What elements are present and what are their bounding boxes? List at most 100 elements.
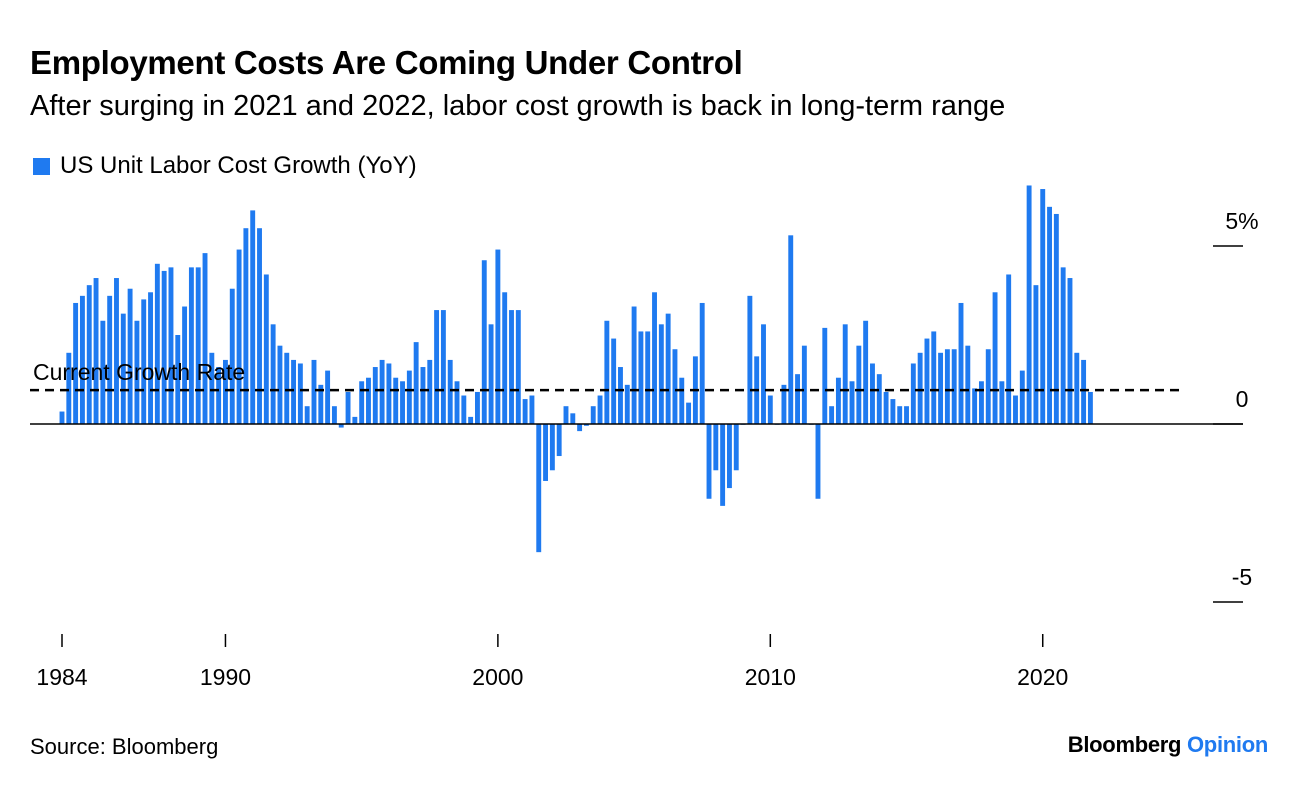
bar: [141, 299, 147, 424]
bar: [767, 395, 773, 424]
bar: [86, 285, 92, 424]
legend-swatch: [33, 157, 50, 175]
bar: [352, 416, 358, 424]
x-tick-label: 2000: [472, 664, 523, 690]
bar: [379, 359, 385, 424]
bar: [406, 370, 412, 424]
x-tick-label: 2020: [1017, 664, 1068, 690]
bar: [1040, 189, 1046, 424]
bar: [1013, 395, 1018, 424]
bar: [522, 399, 528, 424]
bar: [665, 313, 671, 424]
bar: [468, 416, 474, 424]
bar: [951, 349, 957, 424]
bar: [747, 295, 753, 424]
bar: [447, 359, 453, 424]
chart-subtitle: After surging in 2021 and 2022, labor co…: [30, 90, 1006, 122]
bar: [229, 288, 235, 424]
bar: [297, 363, 303, 424]
bar: [107, 295, 113, 424]
bar: [829, 406, 835, 424]
bar: [590, 406, 596, 424]
bar: [277, 345, 283, 424]
bar: [66, 352, 72, 424]
bar: [876, 374, 882, 424]
bar: [1081, 359, 1087, 424]
bar: [161, 270, 167, 424]
bar: [604, 320, 610, 424]
bar: [515, 310, 521, 424]
bar: [461, 395, 467, 424]
bar: [209, 352, 215, 424]
bar: [120, 313, 126, 424]
bar: [883, 391, 889, 424]
bar: [720, 424, 726, 506]
bar: [726, 424, 732, 489]
bar: [311, 359, 317, 424]
bar: [822, 327, 828, 424]
y-tick-label: 0: [1236, 386, 1249, 412]
bar: [502, 292, 508, 424]
x-tick-label: 1990: [200, 664, 251, 690]
bar: [454, 381, 460, 424]
bar: [100, 320, 106, 424]
bar: [154, 263, 160, 424]
bar: [393, 377, 399, 424]
bar: [924, 338, 930, 424]
bar: [583, 424, 589, 426]
bar: [631, 306, 637, 424]
bar: [1074, 352, 1080, 424]
legend-label: US Unit Labor Cost Growth (YoY): [60, 152, 417, 179]
bar: [79, 295, 85, 424]
bar: [618, 367, 623, 424]
bar: [475, 391, 480, 424]
bar: [624, 384, 630, 424]
bar: [202, 253, 208, 424]
bar: [556, 424, 562, 457]
bar: [188, 267, 194, 424]
bar: [897, 406, 903, 424]
bar: [236, 249, 242, 424]
bar: [978, 381, 984, 424]
bar: [597, 395, 603, 424]
bar: [938, 352, 944, 424]
bar: [686, 402, 692, 424]
bar: [890, 399, 896, 424]
bar: [195, 267, 201, 424]
bar: [842, 324, 848, 424]
bar: [488, 324, 494, 424]
bar: [1060, 267, 1066, 424]
bar: [250, 210, 256, 424]
bar: [801, 345, 807, 424]
bar: [345, 391, 351, 424]
brand-accent: Opinion: [1187, 732, 1268, 757]
bar: [243, 228, 249, 424]
bar: [284, 352, 290, 424]
brand-main: Bloomberg: [1067, 732, 1182, 757]
bar: [965, 345, 971, 424]
bar: [672, 349, 678, 424]
bar: [372, 367, 378, 424]
reference-line-label: Current Growth Rate: [33, 359, 245, 385]
bar: [856, 345, 862, 424]
bar: [509, 310, 514, 424]
bar: [992, 292, 998, 424]
bar: [223, 359, 228, 424]
bar: [134, 320, 140, 424]
bar: [216, 367, 222, 424]
bar: [679, 377, 685, 424]
bar: [543, 424, 548, 481]
bar: [1026, 185, 1032, 424]
bar: [999, 381, 1005, 424]
source-note: Source: Bloomberg: [30, 734, 219, 759]
bar: [338, 424, 344, 428]
bar: [1047, 206, 1052, 424]
bar: [570, 413, 576, 424]
reference-line-group: Current Growth Rate: [30, 359, 1185, 392]
bar: [761, 324, 766, 424]
bar: [148, 292, 153, 424]
legend: US Unit Labor Cost Growth (YoY): [33, 152, 417, 180]
bar: [815, 424, 821, 499]
bar: [495, 249, 501, 424]
chart-title: Employment Costs Are Coming Under Contro…: [30, 44, 743, 81]
